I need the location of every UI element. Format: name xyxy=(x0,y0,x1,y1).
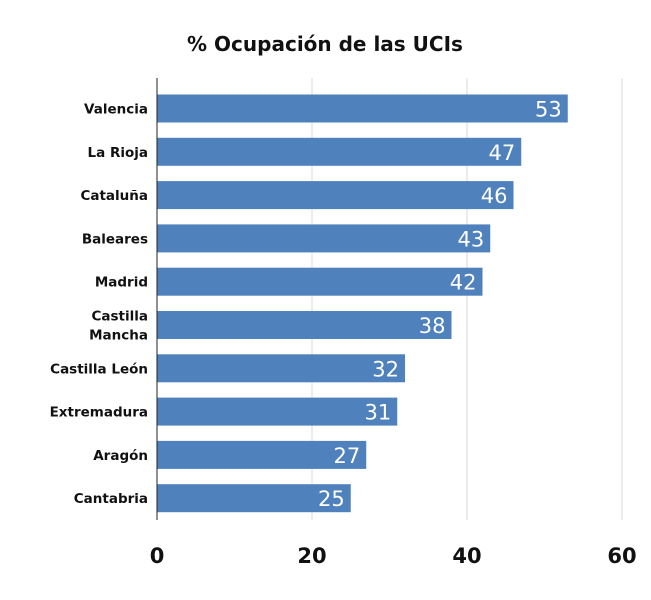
category-label-6: Castilla León xyxy=(50,361,148,377)
chart-title: % Ocupación de las UCIs xyxy=(187,32,463,56)
bar-7 xyxy=(157,397,398,426)
category-label-4: Madrid xyxy=(95,275,148,291)
data-label-5: 38 xyxy=(419,314,446,338)
bar-4 xyxy=(157,267,483,296)
data-label-8: 27 xyxy=(334,444,361,468)
category-label-3: Baleares xyxy=(82,231,148,247)
category-label-5: Castilla Mancha xyxy=(89,309,148,344)
bar-8 xyxy=(157,440,367,469)
category-label-2: Cataluña xyxy=(80,188,148,204)
data-label-2: 46 xyxy=(481,184,508,208)
x-tick-label-60: 60 xyxy=(607,544,636,568)
data-label-7: 31 xyxy=(365,401,392,425)
bar-6 xyxy=(157,354,405,383)
bars xyxy=(157,94,568,513)
bar-5 xyxy=(157,311,452,339)
data-label-1: 47 xyxy=(489,141,516,165)
x-tick-label-20: 20 xyxy=(297,544,326,568)
data-label-6: 32 xyxy=(372,357,399,381)
category-label-8: Aragón xyxy=(93,448,148,464)
category-label-1: La Rioja xyxy=(88,145,148,161)
x-tick-label-40: 40 xyxy=(452,544,481,568)
data-label-0: 53 xyxy=(535,98,562,122)
bar-1 xyxy=(157,137,522,166)
data-label-4: 42 xyxy=(450,271,477,295)
category-label-9: Cantabria xyxy=(74,491,148,507)
data-label-3: 43 xyxy=(458,227,485,251)
x-tick-label-0: 0 xyxy=(150,544,165,568)
category-label-0: Valencia xyxy=(84,102,148,118)
bar-3 xyxy=(157,224,491,253)
x-axis-tick-labels: 0 20 40 60 xyxy=(150,544,637,568)
category-labels: Valencia La Rioja Cataluña Baleares Madrid Ca… xyxy=(50,102,148,508)
bar-0 xyxy=(157,94,568,123)
category-label-7: Extremadura xyxy=(50,405,148,421)
bar-2 xyxy=(157,181,514,210)
bar-9 xyxy=(157,484,351,513)
data-label-9: 25 xyxy=(318,487,345,511)
